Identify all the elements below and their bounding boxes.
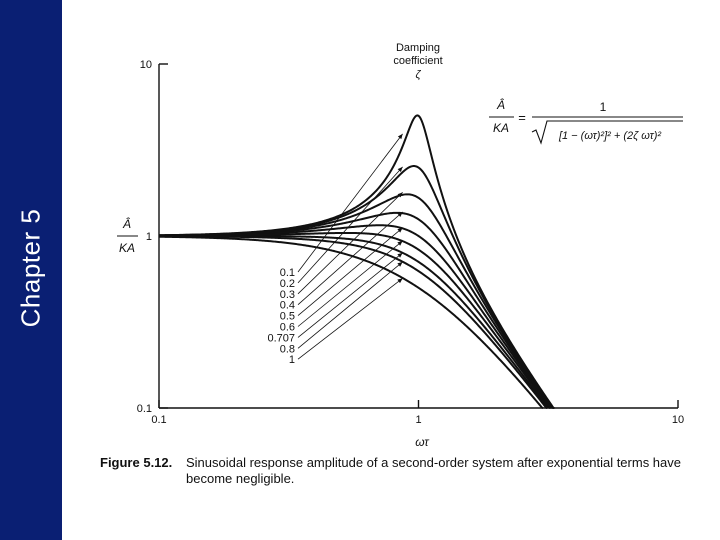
chapter-title: Chapter 5 [15, 208, 46, 328]
legend-title-line2: coefficient [393, 55, 442, 67]
legend-title-line3: ζ [415, 69, 421, 81]
response-curve [158, 235, 544, 409]
damping-leader-line [297, 278, 403, 360]
formula-equals: = [518, 110, 526, 125]
figure-label: Figure 5.12. [100, 455, 173, 470]
damping-label: 0.6 [280, 322, 295, 334]
formula-numerator: 1 [600, 100, 607, 114]
y-tick-label: 0.1 [137, 403, 152, 415]
formula-lhs-top: Â [496, 97, 505, 112]
damping-leader-line [297, 192, 403, 295]
x-axis-label: ωτ [415, 435, 430, 449]
damping-label: 0.1 [280, 267, 295, 279]
x-tick-label: 10 [672, 414, 684, 426]
formula-sqrt [531, 120, 683, 145]
damping-label: 0.4 [280, 300, 295, 312]
damping-leader-line [297, 227, 403, 316]
damping-leader-line [297, 252, 403, 338]
chapter-sidebar: Chapter 5 [0, 0, 62, 540]
damping-leader-arrow [397, 278, 403, 284]
damping-leader-line [297, 240, 403, 327]
damping-label: 0.5 [280, 311, 295, 323]
legend-title-line1: Damping [396, 42, 440, 54]
damping-leader-arrow [397, 133, 403, 140]
response-curve [158, 165, 555, 409]
y-axis-label-top: Â [122, 216, 131, 231]
damping-label: 1 [289, 354, 295, 366]
damping-leader-arrow [397, 261, 403, 267]
damping-leader-line [297, 261, 403, 349]
damping-label: 0.3 [280, 289, 295, 301]
damping-label: 0.707 [267, 332, 295, 344]
damping-leader-arrow [397, 192, 403, 198]
damping-leader-arrow [397, 166, 403, 173]
formula-lhs-bottom: KA [493, 121, 509, 135]
y-tick-label: 1 [146, 231, 152, 243]
response-curve [158, 211, 553, 409]
damping-leader-line [297, 166, 403, 284]
chart-axes: 0.1 1 10 10 1 0.1 [137, 59, 684, 426]
damping-leader-arrow [397, 240, 403, 246]
figure-caption-text: Sinusoidal response amplitude of a secon… [186, 455, 681, 486]
damping-leader-line [297, 211, 403, 305]
chart-curves [158, 114, 555, 409]
formula-denominator: [1 − (ωτ)²]² + (2ζ ωτ)² [558, 130, 661, 142]
y-tick-label: 10 [140, 59, 152, 71]
response-curve [158, 114, 555, 409]
x-tick-label: 1 [415, 414, 421, 426]
y-axis-label-bottom: KA [119, 241, 135, 255]
x-tick-label: 0.1 [151, 414, 166, 426]
response-curve [158, 235, 548, 409]
damping-leader-arrow [397, 227, 403, 233]
damping-leader-arrow [397, 252, 403, 258]
damping-label: 0.8 [280, 343, 295, 355]
damping-label: 0.2 [280, 278, 295, 290]
damping-leader-arrow [397, 211, 403, 217]
damping-leader-line [297, 133, 403, 273]
